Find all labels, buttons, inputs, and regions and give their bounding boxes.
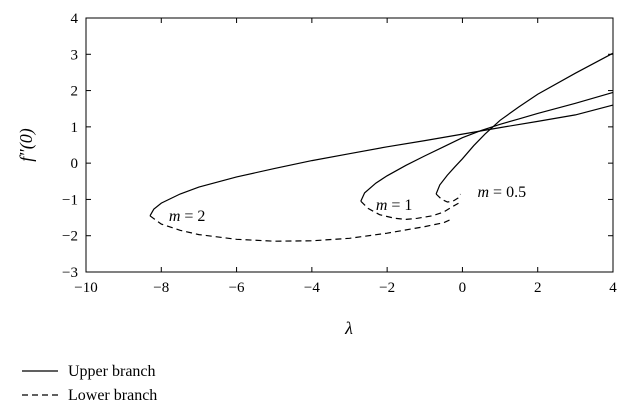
x-tick-label: −6 — [229, 280, 245, 296]
series-line-m0-5-dashed — [435, 193, 462, 203]
series-line-m1-dashed — [360, 200, 459, 221]
x-tick-label: 2 — [534, 280, 542, 296]
y-axis-ticks: −3 −2 −1 0 1 2 3 4 — [62, 11, 613, 281]
x-tick-label: −2 — [379, 280, 395, 296]
legend-label-upper-branch: Upper branch — [68, 363, 156, 380]
y-tick-label: 0 — [71, 156, 79, 172]
legend: Upper branch Lower branch — [22, 363, 157, 404]
series-line-m2-dashed — [149, 215, 452, 242]
annotation-layer: m = 2 m = 1 m = 0.5 — [169, 184, 526, 225]
y-tick-label: 3 — [71, 47, 79, 63]
y-tick-label: 4 — [71, 11, 79, 27]
series-line-m1-solid — [360, 91, 614, 202]
series-line-m0-5-solid — [435, 52, 614, 195]
x-axis-label: λ — [344, 318, 353, 338]
series-line-m2-solid — [149, 104, 614, 217]
x-axis-ticks: −10 −8 −6 −4 −2 0 2 4 — [74, 18, 617, 296]
curve-annotation: m = 2 — [169, 208, 206, 225]
curve-annotation: m = 1 — [376, 197, 413, 214]
plot-frame — [85, 17, 614, 273]
y-tick-label: −1 — [62, 192, 78, 208]
y-tick-label: −2 — [62, 229, 78, 245]
curve-annotation: m = 0.5 — [477, 184, 526, 201]
x-tick-label: −8 — [153, 280, 169, 296]
x-tick-label: 4 — [609, 280, 617, 296]
y-tick-label: 2 — [71, 84, 79, 100]
legend-label-lower-branch: Lower branch — [68, 387, 157, 404]
y-tick-label: 1 — [71, 120, 79, 136]
y-axis-label: f″(0) — [16, 128, 37, 162]
x-tick-label: −10 — [74, 280, 97, 296]
x-tick-label: 0 — [459, 280, 467, 296]
series-layer — [149, 52, 614, 242]
x-tick-label: −4 — [304, 280, 320, 296]
y-tick-label: −3 — [62, 265, 78, 281]
